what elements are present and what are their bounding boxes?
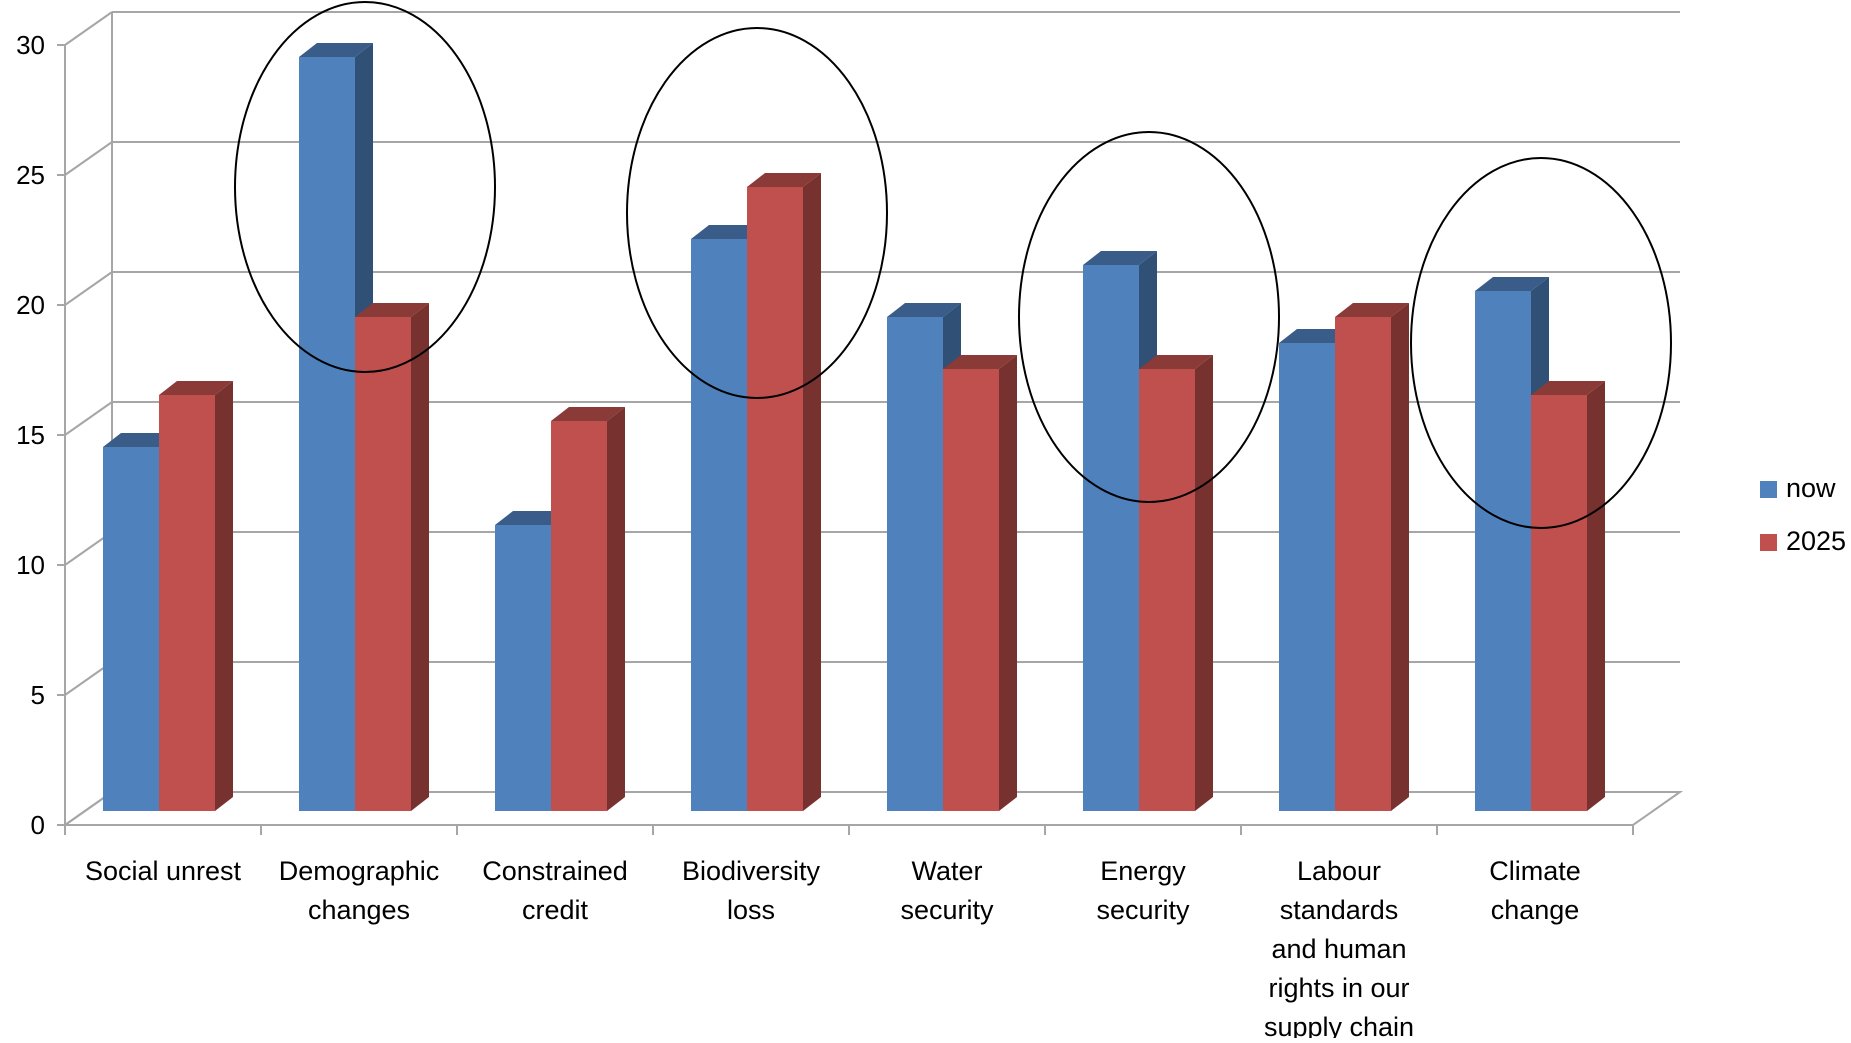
x-tick-label-line: supply chain <box>1264 1012 1414 1038</box>
bar-2025-6 <box>1335 303 1409 811</box>
x-tick-label-line: Constrained <box>482 856 628 886</box>
bar-top <box>1083 251 1157 265</box>
bar-top <box>1335 303 1409 317</box>
annotation-ellipse <box>234 1 496 373</box>
bar-top <box>691 225 765 239</box>
bar-2025-7 <box>1531 381 1605 811</box>
bar-front <box>1279 343 1335 811</box>
bar-front <box>1139 369 1195 811</box>
bar-side <box>803 173 821 811</box>
x-tick-label-line: standards <box>1280 895 1399 925</box>
legend-swatch <box>1760 481 1777 498</box>
x-tick-label-line: rights in our <box>1268 973 1409 1003</box>
bar-2025-0 <box>159 381 233 811</box>
bar-top <box>747 173 821 187</box>
y-tick-label: 0 <box>31 810 45 840</box>
x-tick-label-line: security <box>1096 895 1190 925</box>
bar-front <box>355 317 411 811</box>
bar-top <box>1475 277 1549 291</box>
gridline-side <box>64 11 113 46</box>
bar-top <box>1531 381 1605 395</box>
bar-top <box>159 381 233 395</box>
x-tick-label-line: change <box>1491 895 1580 925</box>
x-tick-label-line: security <box>900 895 994 925</box>
bar-front <box>299 57 355 811</box>
bar-side <box>999 355 1017 811</box>
bar-side <box>215 381 233 811</box>
bar-front <box>1475 291 1531 811</box>
x-tick-label-line: Biodiversity <box>682 856 821 886</box>
bar-top <box>355 303 429 317</box>
y-tick-label: 10 <box>16 550 45 580</box>
bar-top <box>299 43 373 57</box>
annotation-ellipse <box>626 27 888 399</box>
bar-side <box>1195 355 1213 811</box>
bar-front <box>159 395 215 811</box>
y-tick-label: 25 <box>16 160 45 190</box>
x-tick-label-line: loss <box>727 895 775 925</box>
bar-front <box>551 421 607 811</box>
bar-side <box>607 407 625 811</box>
bar-front <box>943 369 999 811</box>
x-tick-label: Demographic changes <box>279 856 440 925</box>
bar-top <box>1279 329 1353 343</box>
bar-2025-5 <box>1139 355 1213 811</box>
annotation-ellipse <box>1410 157 1672 529</box>
bar-top <box>1139 355 1213 369</box>
bar-top <box>887 303 961 317</box>
bar-front <box>1531 395 1587 811</box>
x-tick-label-line: Energy <box>1100 856 1186 886</box>
x-tick-label-line: Social unrest <box>85 856 242 886</box>
x-tick-label-line: Labour <box>1297 856 1381 886</box>
x-tick-label: Energy security <box>1096 856 1190 925</box>
legend-label: 2025 <box>1786 526 1846 556</box>
x-tick-label: Social unrest <box>85 856 242 886</box>
x-tick-label-line: Climate <box>1489 856 1581 886</box>
bar-front <box>1335 317 1391 811</box>
x-tick-label-line: Water <box>911 856 982 886</box>
annotation-ellipse <box>1018 131 1280 503</box>
x-tick-label: Constrained credit <box>482 856 628 925</box>
x-tick-label-line: credit <box>522 895 589 925</box>
bar-front <box>887 317 943 811</box>
x-tick-label: Labour standards and human rights in our sup… <box>1264 856 1414 1038</box>
bar-2025-2 <box>551 407 625 811</box>
bar-front <box>691 239 747 811</box>
x-tick-label: Climate change <box>1489 856 1581 925</box>
y-tick-label: 5 <box>31 680 45 710</box>
bar-front <box>103 447 159 811</box>
bar-side <box>1587 381 1605 811</box>
y-tick-label: 30 <box>16 30 45 60</box>
bar-top <box>103 433 177 447</box>
gridline-side <box>64 401 113 436</box>
bar-top <box>495 511 569 525</box>
bar-side <box>411 303 429 811</box>
x-tick-label-line: Demographic <box>279 856 440 886</box>
bar-top <box>551 407 625 421</box>
bar-2025-1 <box>355 303 429 811</box>
x-tick-label: Biodiversity loss <box>682 856 821 925</box>
y-tick-label: 15 <box>16 420 45 450</box>
bar-front <box>1083 265 1139 811</box>
gridline-side <box>64 141 113 176</box>
bar-2025-4 <box>943 355 1017 811</box>
bar-2025-3 <box>747 173 821 811</box>
bar-top <box>943 355 1017 369</box>
bar-front <box>495 525 551 811</box>
bar-side <box>1391 303 1409 811</box>
x-tick-label-line: and human <box>1271 934 1406 964</box>
x-tick-label-line: changes <box>308 895 410 925</box>
bar-front <box>747 187 803 811</box>
gridline-side <box>64 271 113 306</box>
x-tick-label: Water security <box>900 856 994 925</box>
legend-swatch <box>1760 534 1777 551</box>
y-tick-label: 20 <box>16 290 45 320</box>
legend-label: now <box>1786 473 1836 503</box>
